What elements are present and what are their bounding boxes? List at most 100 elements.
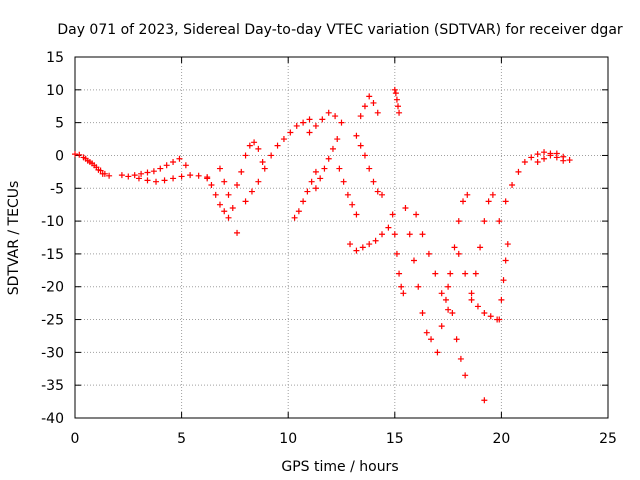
- y-tick-label: -5: [50, 181, 64, 197]
- data-point: [195, 172, 202, 179]
- data-point: [566, 157, 573, 164]
- data-point: [451, 244, 458, 251]
- series-arc-v: [445, 283, 469, 379]
- series-arc-q: [391, 86, 403, 116]
- data-point: [419, 309, 426, 316]
- chart-title: Day 071 of 2023, Sidereal Day-to-day VTE…: [57, 22, 623, 38]
- data-point: [312, 122, 319, 129]
- data-point: [91, 162, 98, 169]
- y-tick-label: -20: [41, 280, 64, 296]
- data-point: [125, 173, 132, 180]
- data-point: [428, 336, 435, 343]
- data-point: [325, 155, 332, 162]
- data-point: [406, 231, 413, 238]
- data-point: [489, 191, 496, 198]
- series-arc-c: [118, 155, 189, 180]
- data-point: [138, 170, 145, 177]
- data-point: [300, 198, 307, 205]
- data-point: [291, 214, 298, 221]
- data-point: [321, 165, 328, 172]
- data-point: [541, 149, 548, 156]
- data-point: [225, 191, 232, 198]
- data-point: [163, 162, 170, 169]
- data-point: [515, 168, 522, 175]
- data-point: [353, 247, 360, 254]
- data-point: [229, 204, 236, 211]
- data-point: [462, 372, 469, 379]
- data-point: [221, 208, 228, 215]
- data-point: [251, 139, 258, 146]
- data-point: [216, 165, 223, 172]
- x-tick-label: 10: [279, 431, 297, 447]
- data-point: [225, 214, 232, 221]
- data-point: [242, 152, 249, 159]
- series-arc-i: [242, 116, 313, 205]
- data-point: [216, 201, 223, 208]
- data-point: [389, 211, 396, 218]
- data-point: [72, 151, 78, 158]
- data-point: [340, 178, 347, 185]
- data-point: [347, 241, 354, 248]
- data-point: [95, 166, 102, 173]
- data-point: [300, 119, 307, 126]
- y-tick-label: 5: [55, 116, 64, 132]
- data-point: [453, 336, 460, 343]
- data-point: [457, 355, 464, 362]
- data-point: [255, 145, 262, 152]
- data-point: [400, 290, 407, 297]
- data-point: [445, 283, 452, 290]
- data-point: [391, 231, 398, 238]
- data-point: [295, 208, 302, 215]
- data-point: [187, 172, 194, 179]
- series-arc-x: [468, 191, 496, 303]
- data-point: [423, 329, 430, 336]
- series-arc-p: [347, 224, 392, 254]
- data-point: [534, 151, 541, 158]
- y-tick-label: -30: [41, 345, 64, 361]
- x-axis-label: GPS time / hours: [281, 459, 398, 475]
- data-point: [379, 191, 386, 198]
- data-point: [106, 172, 113, 179]
- data-point: [393, 250, 400, 257]
- data-point: [455, 218, 462, 225]
- series-arc-m: [336, 165, 360, 218]
- data-point: [370, 99, 377, 106]
- data-point: [509, 181, 516, 188]
- data-point: [287, 129, 294, 136]
- series-arc-j: [291, 168, 319, 221]
- data-point: [485, 198, 492, 205]
- axis-ticks: 0 5 10 15 20 25 15 10 5 0 -5 -10 -15 -20 -25 -30 -35 -40: [41, 50, 617, 447]
- data-point: [442, 296, 449, 303]
- data-point: [366, 165, 373, 172]
- data-point: [447, 270, 454, 277]
- series-arc-ab: [481, 397, 488, 404]
- data-point: [234, 229, 241, 236]
- data-point: [208, 181, 215, 188]
- data-point: [338, 119, 345, 126]
- data-point: [176, 155, 183, 162]
- y-tick-label: 10: [46, 83, 64, 99]
- data-point: [521, 159, 528, 166]
- data-point: [76, 151, 83, 158]
- data-point: [161, 177, 168, 184]
- data-point: [170, 159, 177, 166]
- data-point: [496, 218, 503, 225]
- data-point: [182, 162, 189, 169]
- data-point: [170, 175, 177, 182]
- data-point: [246, 142, 253, 149]
- data-point: [304, 188, 311, 195]
- data-point: [280, 136, 287, 143]
- series-arc-e: [204, 175, 232, 221]
- data-point: [366, 241, 373, 248]
- data-point: [468, 290, 475, 297]
- data-point: [410, 257, 417, 264]
- series-arc-t: [413, 211, 452, 313]
- data-point: [419, 231, 426, 238]
- data-point: [336, 165, 343, 172]
- data-point: [153, 178, 160, 185]
- series-arc-r: [389, 211, 407, 297]
- series-arc-k: [312, 136, 341, 192]
- data-point: [312, 168, 319, 175]
- data-point: [500, 277, 507, 284]
